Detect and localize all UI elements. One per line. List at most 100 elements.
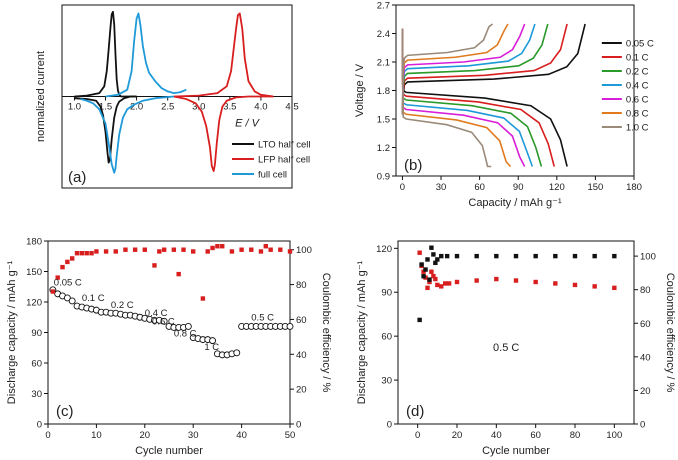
x-tick-label-a: 1.5 [99,102,112,113]
y-tick-label-c: 150 [26,267,42,278]
data-point-c [210,245,215,251]
y2-tick-label-c: 80 [296,280,307,291]
y2-tick-label-d: 100 [640,252,656,263]
data-point-d [553,281,558,286]
y2-tick-label-d: 80 [640,285,651,296]
cv-cathodic-curve-2 [80,95,174,174]
data-point-d [454,279,460,285]
x-tick-label-d: 20 [452,430,463,441]
x-tick-label-d: 60 [530,430,541,441]
data-point-c [209,337,217,345]
plot-frame-d [397,240,635,425]
data-point-d [592,253,597,259]
y-tick-label-d: 30 [381,376,392,387]
y-axis-label-a: normalized current [35,51,47,142]
data-point-c [89,251,94,256]
data-point-d [435,282,440,288]
data-point-d [444,253,450,259]
x-tick-label-c: 50 [285,430,296,441]
y-tick-label-b: 2.4 [377,29,390,40]
data-point-d [439,253,444,259]
data-point-c [286,322,294,330]
data-point-c [184,322,192,330]
data-point-c [142,247,147,252]
legend-label-b: 0.4 C [626,81,649,92]
data-point-d [417,250,422,255]
data-point-d [533,279,538,285]
data-point-d [423,267,428,272]
y2-tick-label-c: 40 [296,350,307,361]
rate-annotation-c: 0.4 C [145,308,168,319]
x-tick-label-a: 4.5 [285,102,298,113]
rate-annotation-c: 0.2 C [111,300,134,311]
data-point-c [161,247,167,252]
plot-frame-b [395,4,635,177]
data-point-d [443,281,448,286]
panel-label-a: (a) [68,169,86,186]
x-tick-label-a: 4.0 [254,102,267,113]
rate-annotation-c: 0.05 C [54,278,82,289]
data-point-c [94,249,99,254]
y-axis-label-b: Voltage / V [354,63,366,117]
data-point-c [239,247,244,252]
cv-anodic-curve-1 [173,12,274,98]
data-point-d [513,278,519,283]
rate-annotation-d: 0.5 C [493,342,519,354]
data-point-c [63,294,71,302]
cv-cathodic-curve-1 [173,95,274,172]
data-point-c [84,251,89,256]
x-tick-label-a: 2.5 [161,102,174,113]
data-point-c [68,297,76,305]
data-point-c [65,259,70,265]
y-tick-label-d: 60 [381,332,392,343]
data-point-d [572,282,578,288]
legend-label-b: 0.1 C [626,53,649,64]
y-tick-label-b: 2.1 [377,58,390,69]
x-tick-label-d: 40 [491,430,502,441]
data-point-d [435,257,440,262]
legend-label-b: 1.0 C [626,123,649,134]
cv-anodic-curve-2 [105,12,187,98]
panel-b: 0 30 60 90 120 150 180 0.9 1.2 1.5 1.8 2.1 2.4 2.7 0.0… [354,1,654,210]
data-point-d [439,284,444,289]
panel-label-c: (c) [56,403,74,420]
y-tick-label-d: 90 [381,288,392,299]
x-tick-label-a: 1.0 [68,102,81,113]
legend-label-a: LTO half cell [258,140,310,151]
data-point-c [55,275,60,280]
x-tick-label-a: 3.5 [223,102,236,113]
x-tick-label-b: 180 [626,182,642,193]
data-point-c [215,244,220,249]
data-point-c [181,247,186,252]
data-point-c [74,251,80,256]
x-tick-label-b: 30 [436,182,447,193]
data-point-d [429,245,434,250]
rate-annotation-c: 1 C [204,342,219,353]
data-point-c [200,296,206,301]
data-point-d [612,285,617,291]
y2-axis-label-c: Coulombic efficiency / % [320,273,332,393]
charge-curve-6 [401,23,493,115]
x-tick-label-b: 150 [587,182,603,193]
data-point-c [233,349,241,357]
y2-tick-label-c: 20 [296,385,307,396]
y2-tick-label-c: 0 [296,420,301,431]
data-point-d [429,269,434,274]
y-tick-label-b: 1.5 [377,115,390,126]
x-tick-label-b: 90 [513,182,524,193]
data-point-c [176,271,181,277]
y-tick-label-b: 2.7 [377,1,390,12]
data-point-c [191,249,196,254]
data-point-c [258,249,264,254]
charge-curve-2 [401,23,549,115]
discharge-curve-6 [401,28,492,168]
data-point-d [494,253,499,259]
x-tick-label-d: 100 [606,430,622,441]
data-point-d [425,257,430,262]
y-tick-label-c: 0 [37,420,42,431]
y-tick-label-c: 90 [31,328,42,339]
x-axis-label-a: E / V [235,118,261,130]
data-point-c [287,249,293,254]
